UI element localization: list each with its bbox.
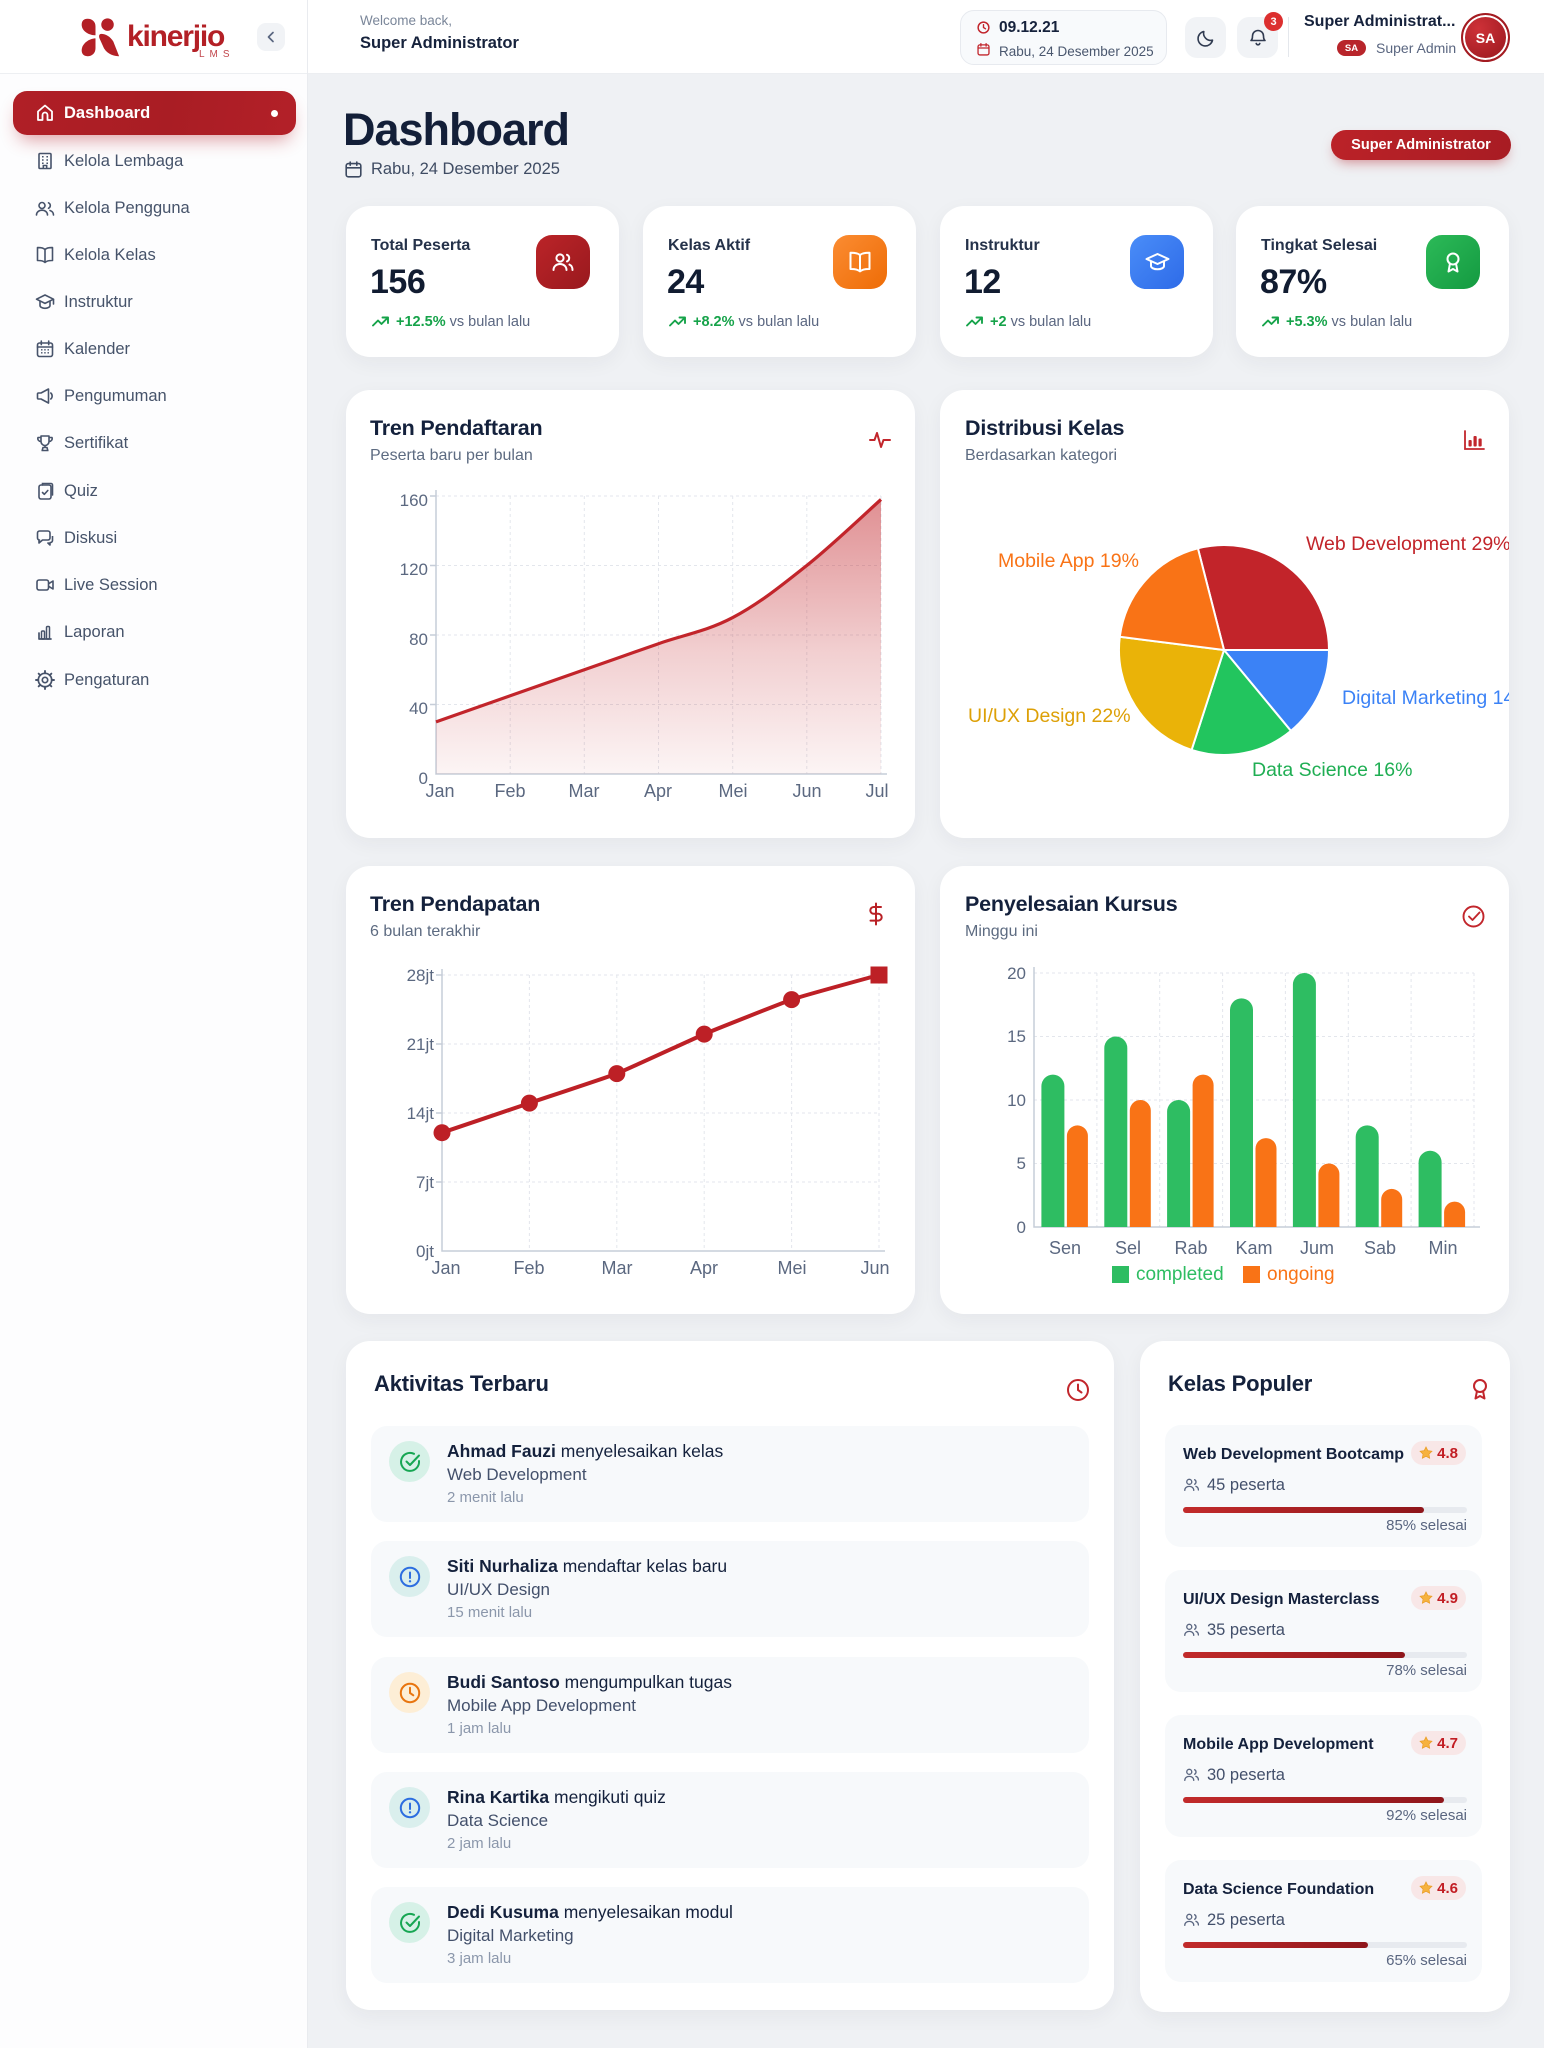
svg-text:0: 0 bbox=[1017, 1218, 1026, 1237]
svg-text:21jt: 21jt bbox=[407, 1035, 435, 1054]
svg-text:5: 5 bbox=[1017, 1154, 1026, 1173]
svg-text:Sen: Sen bbox=[1049, 1238, 1081, 1258]
svg-text:15: 15 bbox=[1007, 1027, 1026, 1046]
svg-text:Apr: Apr bbox=[644, 781, 672, 801]
svg-text:Jun: Jun bbox=[792, 781, 821, 801]
svg-text:80: 80 bbox=[409, 630, 428, 649]
svg-text:0jt: 0jt bbox=[416, 1242, 434, 1261]
svg-text:14jt: 14jt bbox=[407, 1104, 435, 1123]
svg-text:Jan: Jan bbox=[431, 1258, 460, 1278]
svg-text:Min: Min bbox=[1428, 1238, 1457, 1258]
svg-text:Mar: Mar bbox=[602, 1258, 633, 1278]
svg-text:Jum: Jum bbox=[1300, 1238, 1334, 1258]
svg-text:Feb: Feb bbox=[513, 1258, 544, 1278]
svg-text:0: 0 bbox=[419, 769, 428, 788]
svg-text:Apr: Apr bbox=[690, 1258, 718, 1278]
svg-text:Feb: Feb bbox=[494, 781, 525, 801]
svg-text:completed: completed bbox=[1136, 1264, 1224, 1285]
svg-text:7jt: 7jt bbox=[416, 1173, 434, 1192]
svg-text:Mar: Mar bbox=[569, 781, 600, 801]
svg-text:Mei: Mei bbox=[777, 1258, 806, 1278]
svg-text:10: 10 bbox=[1007, 1091, 1026, 1110]
svg-text:28jt: 28jt bbox=[407, 966, 435, 985]
svg-text:Rab: Rab bbox=[1174, 1238, 1207, 1258]
svg-text:120: 120 bbox=[400, 560, 428, 579]
svg-text:Mei: Mei bbox=[718, 781, 747, 801]
svg-text:Jan: Jan bbox=[425, 781, 454, 801]
svg-text:Jun: Jun bbox=[860, 1258, 889, 1278]
svg-text:40: 40 bbox=[409, 699, 428, 718]
svg-text:ongoing: ongoing bbox=[1267, 1264, 1335, 1285]
svg-text:Kam: Kam bbox=[1235, 1238, 1272, 1258]
svg-text:160: 160 bbox=[400, 491, 428, 510]
svg-text:Sab: Sab bbox=[1364, 1238, 1396, 1258]
svg-text:Jul: Jul bbox=[865, 781, 888, 801]
svg-text:20: 20 bbox=[1007, 964, 1026, 983]
svg-text:Sel: Sel bbox=[1115, 1238, 1141, 1258]
